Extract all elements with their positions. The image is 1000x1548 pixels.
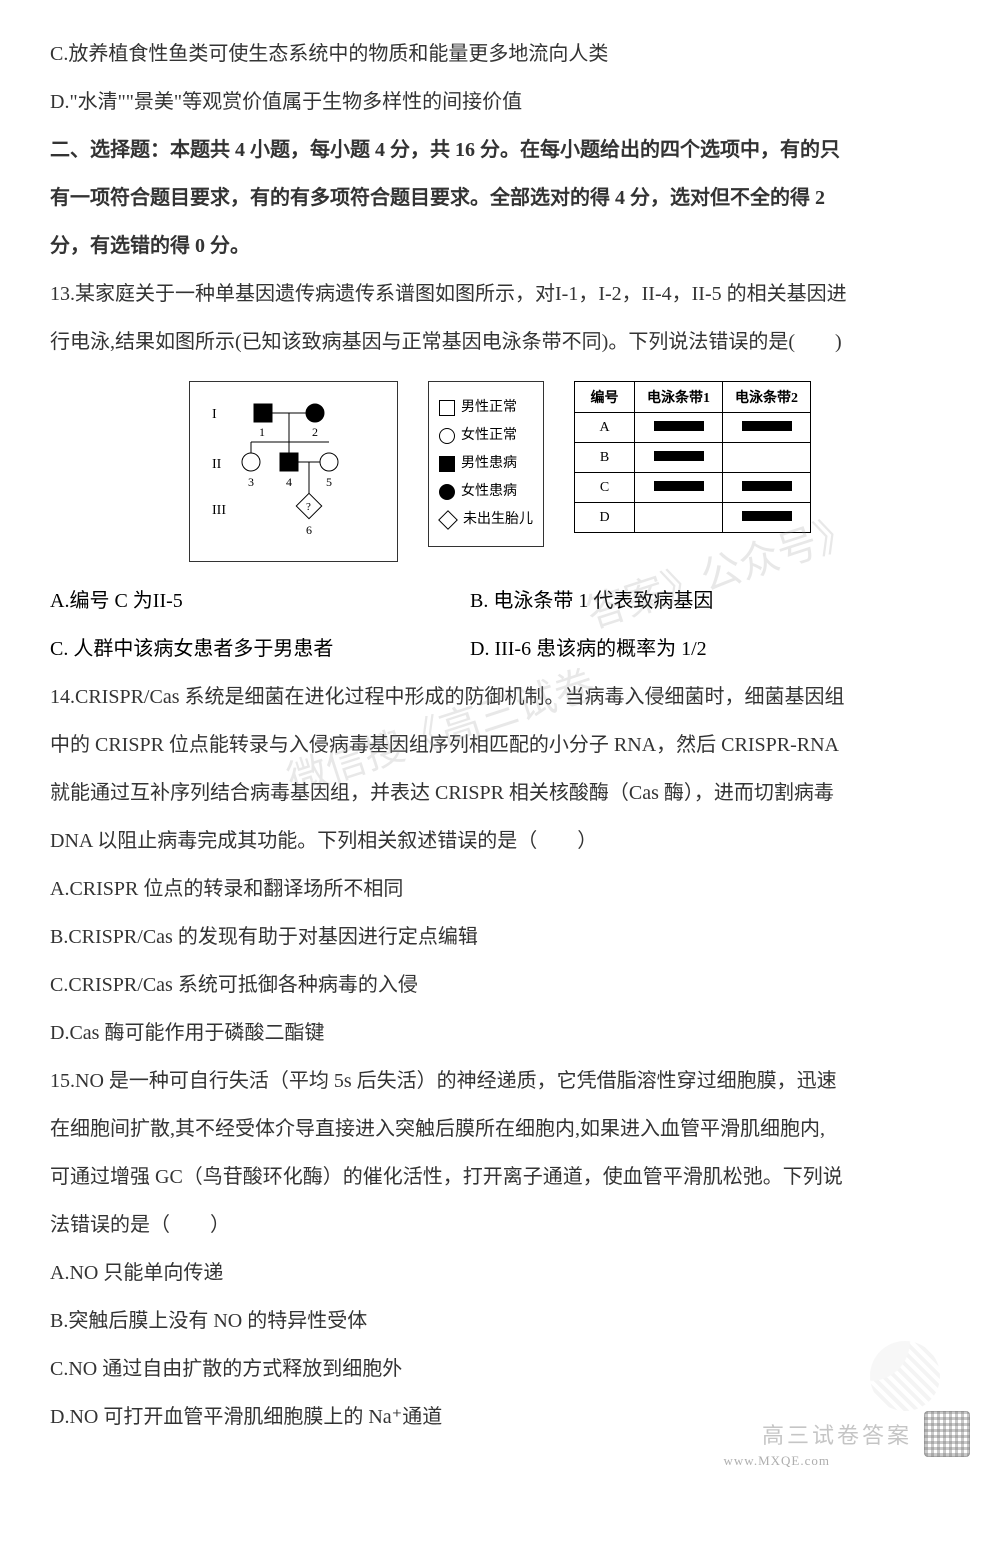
pedigree-diagram: I 1 2 II 3 4 5 III ? 6	[189, 381, 398, 562]
gel-b-band1	[635, 443, 723, 473]
gel-row-b: B	[575, 443, 635, 473]
q12-option-d: D."水清""景美"等观赏价值属于生物多样性的间接价值	[50, 78, 950, 126]
band-icon	[742, 481, 792, 491]
qr-code-icon	[924, 1411, 970, 1457]
ii-3-num: 3	[248, 475, 254, 489]
pedigree-legend: 男性正常 女性正常 男性患病 女性患病 未出生胎儿	[428, 381, 544, 547]
q14-option-c: C.CRISPR/Cas 系统可抵御各种病毒的入侵	[50, 961, 950, 1009]
gel-header-band1: 电泳条带1	[635, 382, 723, 413]
footer-watermark-text: 高三试卷答案	[762, 1418, 912, 1450]
q13-stem-line-2: 行电泳,结果如图所示(已知该致病基因与正常基因电泳条带不同)。下列说法错误的是(…	[50, 318, 950, 366]
band-icon	[654, 451, 704, 461]
q15-option-a: A.NO 只能单向传递	[50, 1249, 950, 1297]
gen-3-label: III	[212, 503, 226, 518]
q14-stem-line-1: 14.CRISPR/Cas 系统是细菌在进化过程中形成的防御机制。当病毒入侵细菌…	[50, 673, 950, 721]
pedigree-svg: I 1 2 II 3 4 5 III ? 6	[206, 394, 381, 544]
footer-watermark: 高三试卷答案	[762, 1411, 970, 1457]
q13-stem-line-1: 13.某家庭关于一种单基因遗传病遗传系谱图如图所示，对I-1，I-2，II-4，…	[50, 270, 950, 318]
legend-male-normal: 男性正常	[439, 394, 533, 422]
gel-c-band2	[723, 473, 811, 503]
gen-1-label: I	[212, 407, 217, 422]
ii-3-female-normal	[242, 453, 260, 471]
iii-6-question: ?	[306, 501, 311, 513]
gel-d-band1	[635, 503, 723, 533]
band-icon	[654, 421, 704, 431]
gel-b-band2	[723, 443, 811, 473]
square-icon	[439, 400, 455, 416]
square-filled-icon	[439, 456, 455, 472]
q15-stem-line-1: 15.NO 是一种可自行失活（平均 5s 后失活）的神经递质，它凭借脂溶性穿过细…	[50, 1057, 950, 1105]
i-1-male-affected	[254, 404, 272, 422]
ii-5-num: 5	[326, 475, 332, 489]
gel-c-band1	[635, 473, 723, 503]
gel-d-band2	[723, 503, 811, 533]
i-2-num: 2	[312, 425, 318, 439]
legend-female-affected: 女性患病	[439, 478, 533, 506]
gel-row-d: D	[575, 503, 635, 533]
ii-4-male-affected	[280, 453, 298, 471]
i-2-female-affected	[306, 404, 324, 422]
legend-unborn: 未出生胎儿	[439, 506, 533, 534]
gel-header-band2: 电泳条带2	[723, 382, 811, 413]
ii-4-num: 4	[286, 475, 292, 489]
answer-circle-watermark	[870, 1341, 940, 1411]
diamond-icon	[438, 510, 458, 530]
q14-stem-line-3: 就能通过互补序列结合病毒基因组，并表达 CRISPR 相关核酸酶（Cas 酶），…	[50, 769, 950, 817]
q14-option-b: B.CRISPR/Cas 的发现有助于对基因进行定点编辑	[50, 913, 950, 961]
q14-stem-line-4: DNA 以阻止病毒完成其功能。下列相关叙述错误的是（ ）	[50, 817, 950, 865]
section-2-heading-line-2: 有一项符合题目要求，有的有多项符合题目要求。全部选对的得 4 分，选对但不全的得…	[50, 174, 950, 222]
circle-icon	[439, 428, 455, 444]
gel-row-c: C	[575, 473, 635, 503]
gel-electrophoresis-table: 编号 电泳条带1 电泳条带2 A B C D	[574, 381, 811, 533]
i-1-num: 1	[259, 425, 265, 439]
q13-option-b: B. 电泳条带 1 代表致病基因	[470, 577, 713, 625]
band-icon	[742, 421, 792, 431]
legend-male-affected: 男性患病	[439, 450, 533, 478]
q14-stem-line-2: 中的 CRISPR 位点能转录与入侵病毒基因组序列相匹配的小分子 RNA，然后 …	[50, 721, 950, 769]
legend-female-normal: 女性正常	[439, 422, 533, 450]
ii-5-female-normal	[320, 453, 338, 471]
q13-option-c: C. 人群中该病女患者多于男患者	[50, 625, 470, 673]
gel-row-a: A	[575, 413, 635, 443]
gen-2-label: II	[212, 457, 222, 472]
gel-a-band1	[635, 413, 723, 443]
q14-option-a: A.CRISPR 位点的转录和翻译场所不相同	[50, 865, 950, 913]
q15-option-c: C.NO 通过自由扩散的方式释放到细胞外	[50, 1345, 950, 1393]
circle-filled-icon	[439, 484, 455, 500]
band-icon	[654, 481, 704, 491]
q13-option-a: A.编号 C 为II-5	[50, 577, 470, 625]
q15-stem-line-3: 可通过增强 GC（鸟苷酸环化酶）的催化活性，打开离子通道，使血管平滑肌松弛。下列…	[50, 1153, 950, 1201]
section-2-heading-line-3: 分，有选错的得 0 分。	[50, 222, 950, 270]
gel-header-id: 编号	[575, 382, 635, 413]
q15-stem-line-2: 在细胞间扩散,其不经受体介导直接进入突触后膜所在细胞内,如果进入血管平滑肌细胞内…	[50, 1105, 950, 1153]
q14-option-d: D.Cas 酶可能作用于磷酸二酯键	[50, 1009, 950, 1057]
footer-site-text: www.MXQE.com	[724, 1453, 830, 1469]
band-icon	[742, 511, 792, 521]
q15-option-b: B.突触后膜上没有 NO 的特异性受体	[50, 1297, 950, 1345]
q12-option-c: C.放养植食性鱼类可使生态系统中的物质和能量更多地流向人类	[50, 30, 950, 78]
q15-stem-line-4: 法错误的是（ ）	[50, 1201, 950, 1249]
iii-6-num: 6	[306, 523, 312, 537]
section-2-heading-line-1: 二、选择题：本题共 4 小题，每小题 4 分，共 16 分。在每小题给出的四个选…	[50, 126, 950, 174]
q13-figure-row: I 1 2 II 3 4 5 III ? 6	[50, 381, 950, 562]
q13-option-d: D. III-6 患该病的概率为 1/2	[470, 625, 707, 673]
gel-a-band2	[723, 413, 811, 443]
